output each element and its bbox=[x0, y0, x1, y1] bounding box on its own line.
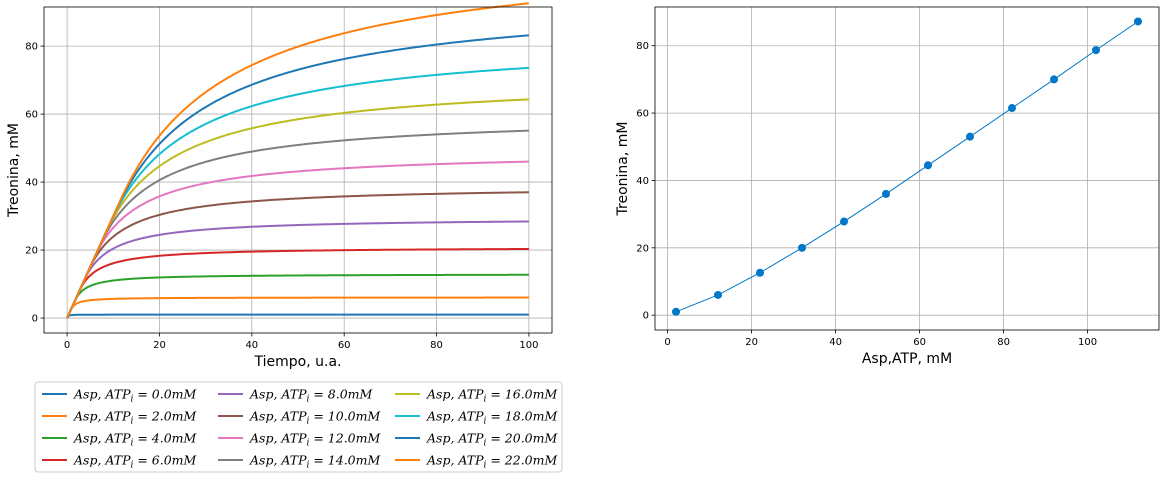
series-line-11 bbox=[66, 2, 530, 319]
left-y-axis-label: Treonina, mM bbox=[6, 123, 22, 218]
right-x-axis-label: Asp,ATP, mM bbox=[862, 351, 952, 367]
legend: Asp, ATPi = 0.0mM Asp, ATPi = 2.0mM Asp, A… bbox=[34, 381, 563, 473]
right-data-point-9 bbox=[1050, 75, 1058, 84]
left-y-tick-label: 80 bbox=[25, 42, 38, 53]
right-x-tick-label: 80 bbox=[997, 337, 1010, 348]
left-x-axis-label: Tiempo, u.a. bbox=[254, 354, 342, 370]
legend-label-5: Asp, ATPi = 10.0mM bbox=[249, 409, 381, 427]
legend-box bbox=[34, 381, 563, 473]
legend-label-2: Asp, ATPi = 4.0mM bbox=[73, 431, 198, 449]
series-line-1 bbox=[66, 296, 529, 319]
legend-label-4: Asp, ATPi = 8.0mM bbox=[249, 387, 374, 405]
right-x-tick-label: 100 bbox=[1078, 337, 1097, 348]
right-data-point-1 bbox=[714, 290, 722, 299]
right-data-point-11 bbox=[1134, 17, 1142, 26]
right-series bbox=[672, 17, 1142, 316]
right-y-axis-label: Treonina, mM bbox=[615, 122, 631, 217]
right-x-tick-label: 60 bbox=[913, 337, 926, 348]
left-plot-frame bbox=[43, 6, 553, 334]
series-line-8 bbox=[66, 98, 529, 319]
right-plot-frame bbox=[654, 6, 1160, 331]
left-x-tick-label: 100 bbox=[519, 340, 538, 351]
left-series-lines bbox=[66, 2, 530, 319]
left-gridlines bbox=[44, 7, 552, 333]
legend-label-7: Asp, ATPi = 14.0mM bbox=[249, 453, 381, 471]
series-line-0 bbox=[66, 313, 529, 319]
legend-label-3: Asp, ATPi = 6.0mM bbox=[73, 453, 198, 471]
time-course-chart: 0 20 40 60 80 100 0 20 40 60 80 Tiempo, u.a. Treon… bbox=[6, 2, 553, 370]
right-gridlines bbox=[655, 7, 1159, 330]
series-line-9 bbox=[66, 66, 529, 319]
right-axis-ticks: 0 20 40 60 80 100 0 20 40 60 80 bbox=[636, 41, 1097, 348]
right-data-point-6 bbox=[924, 161, 932, 170]
right-data-point-7 bbox=[966, 132, 974, 141]
series-line-6 bbox=[66, 160, 529, 319]
series-line-10 bbox=[66, 34, 529, 319]
right-series-line bbox=[675, 21, 1139, 313]
right-y-tick-label: 60 bbox=[636, 109, 649, 120]
left-y-tick-label: 0 bbox=[32, 314, 38, 325]
left-x-tick-label: 60 bbox=[338, 340, 351, 351]
threonine-vs-asp-chart: 0 20 40 60 80 100 0 20 40 60 80 Asp,ATP, mM Treoni… bbox=[615, 6, 1160, 367]
right-y-tick-label: 20 bbox=[636, 243, 649, 254]
series-line-7 bbox=[66, 129, 529, 319]
right-y-tick-label: 40 bbox=[636, 176, 649, 187]
right-data-point-4 bbox=[840, 217, 848, 226]
right-y-tick-label: 0 bbox=[643, 311, 649, 322]
left-x-tick-label: 40 bbox=[245, 340, 258, 351]
left-y-tick-label: 40 bbox=[25, 178, 38, 189]
right-data-point-0 bbox=[672, 307, 680, 316]
right-data-point-2 bbox=[756, 268, 764, 277]
legend-label-8: Asp, ATPi = 16.0mM bbox=[426, 387, 558, 405]
legend-label-0: Asp, ATPi = 0.0mM bbox=[73, 387, 198, 405]
legend-label-9: Asp, ATPi = 18.0mM bbox=[426, 409, 558, 427]
right-x-tick-label: 40 bbox=[829, 337, 842, 348]
left-x-tick-label: 20 bbox=[153, 340, 166, 351]
right-data-point-3 bbox=[798, 243, 806, 252]
series-line-3 bbox=[66, 247, 529, 319]
right-x-tick-label: 20 bbox=[745, 337, 758, 348]
left-x-tick-label: 0 bbox=[64, 340, 70, 351]
left-y-tick-label: 60 bbox=[25, 110, 38, 121]
right-data-point-10 bbox=[1092, 46, 1100, 55]
legend-items: Asp, ATPi = 0.0mM Asp, ATPi = 2.0mM Asp, A… bbox=[42, 387, 558, 471]
legend-label-1: Asp, ATPi = 2.0mM bbox=[73, 409, 198, 427]
right-y-tick-label: 80 bbox=[636, 41, 649, 52]
series-line-2 bbox=[66, 273, 529, 319]
legend-label-6: Asp, ATPi = 12.0mM bbox=[249, 431, 381, 449]
right-data-point-5 bbox=[882, 189, 890, 198]
series-line-5 bbox=[66, 191, 529, 319]
right-x-tick-label: 0 bbox=[664, 337, 670, 348]
left-y-tick-label: 20 bbox=[25, 246, 38, 257]
series-line-4 bbox=[66, 220, 529, 319]
right-data-point-8 bbox=[1008, 104, 1016, 113]
left-axis-ticks: 0 20 40 60 80 100 0 20 40 60 80 bbox=[25, 42, 538, 351]
legend-label-10: Asp, ATPi = 20.0mM bbox=[426, 431, 558, 449]
legend-label-11: Asp, ATPi = 22.0mM bbox=[426, 453, 558, 471]
left-x-tick-label: 80 bbox=[430, 340, 443, 351]
